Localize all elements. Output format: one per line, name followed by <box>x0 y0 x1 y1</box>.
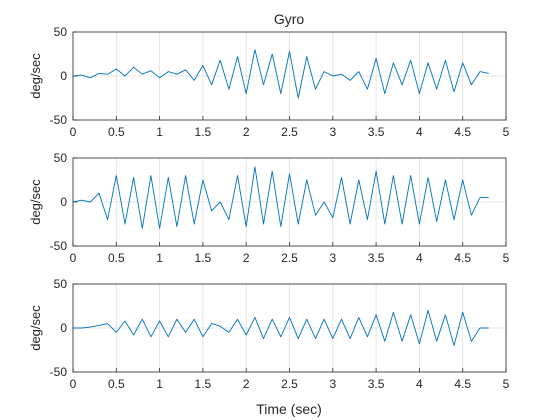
axes-frame <box>72 157 507 247</box>
x-tick-label: 1 <box>156 377 163 391</box>
x-tick-label: 3.5 <box>368 125 385 139</box>
x-tick-label: 4.5 <box>454 251 471 265</box>
series-line-1 <box>72 166 489 229</box>
x-tick-label: 0.5 <box>108 251 125 265</box>
figure-xlabel: Time (sec) <box>256 401 322 417</box>
x-tick-label: 3 <box>329 251 336 265</box>
series-line-1 <box>72 49 489 99</box>
x-tick-label: 4 <box>416 125 423 139</box>
x-tick-label: 1.5 <box>195 125 212 139</box>
x-tick-label: 4 <box>416 251 423 265</box>
x-tick-label: 0.5 <box>108 125 125 139</box>
series-line-1 <box>73 309 489 347</box>
y-axis-label: deg/sec <box>28 179 43 225</box>
x-tick-label: 3.5 <box>368 377 385 391</box>
x-tick-label: 2.5 <box>281 125 298 139</box>
figure-title: Gyro <box>274 11 305 27</box>
x-tick-label: 5 <box>503 251 510 265</box>
x-tick-label: 4.5 <box>454 125 471 139</box>
y-tick-label: 50 <box>54 151 68 165</box>
x-tick-label: 4 <box>416 377 423 391</box>
axes-frame <box>72 283 507 373</box>
x-tick-label: 3 <box>329 377 336 391</box>
x-tick-label: 0 <box>70 377 77 391</box>
y-tick-label: 50 <box>54 277 68 291</box>
x-tick-label: 1.5 <box>195 251 212 265</box>
x-tick-label: 3.5 <box>368 251 385 265</box>
x-tick-label: 5 <box>503 125 510 139</box>
y-tick-label: -50 <box>50 239 68 253</box>
axes-frame <box>72 31 507 121</box>
x-tick-label: 4.5 <box>454 377 471 391</box>
y-tick-label: 50 <box>54 25 68 39</box>
x-tick-label: 2.5 <box>281 377 298 391</box>
x-tick-label: 2 <box>243 377 250 391</box>
x-tick-label: 2 <box>243 125 250 139</box>
y-tick-label: -50 <box>50 365 68 379</box>
y-axis-label: deg/sec <box>28 305 43 351</box>
y-tick-label: 0 <box>60 69 67 83</box>
y-tick-label: 0 <box>60 195 67 209</box>
x-tick-label: 1.5 <box>195 377 212 391</box>
x-tick-label: 3 <box>329 125 336 139</box>
y-axis-label: deg/sec <box>28 53 43 99</box>
x-tick-label: 0 <box>70 125 77 139</box>
x-tick-label: 1 <box>156 251 163 265</box>
x-tick-label: 0 <box>70 251 77 265</box>
y-tick-label: -50 <box>50 113 68 127</box>
x-tick-label: 2 <box>243 251 250 265</box>
x-tick-label: 0.5 <box>108 377 125 391</box>
x-tick-label: 2.5 <box>281 251 298 265</box>
x-tick-label: 5 <box>503 377 510 391</box>
y-tick-label: 0 <box>60 321 67 335</box>
x-tick-label: 1 <box>156 125 163 139</box>
